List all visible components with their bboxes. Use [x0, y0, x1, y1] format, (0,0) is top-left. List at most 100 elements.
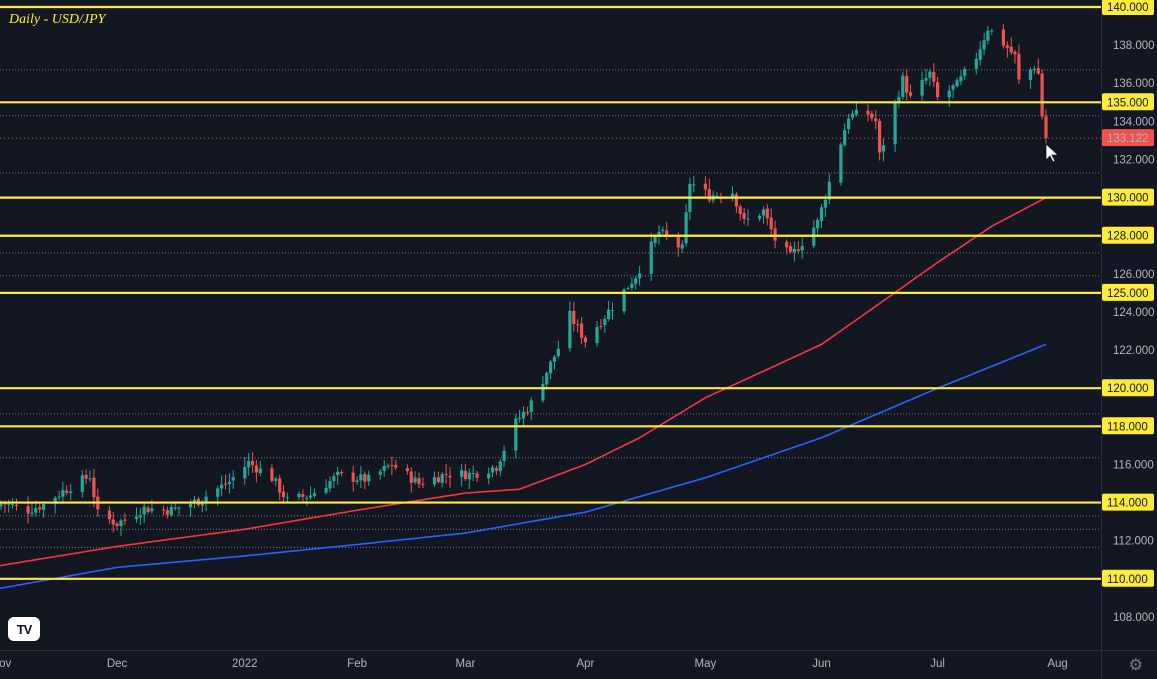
candle-body — [467, 472, 471, 480]
candle — [363, 471, 367, 490]
candle-body — [680, 244, 684, 249]
candle — [220, 475, 224, 496]
time-tick-label: 2022 — [232, 658, 258, 670]
candle — [432, 471, 437, 487]
candle-body — [115, 523, 119, 526]
candle — [204, 490, 208, 512]
candle — [630, 276, 634, 291]
candle — [53, 495, 57, 514]
last-price-label: 133.122 — [1107, 133, 1149, 145]
candle — [421, 477, 425, 489]
candle-body — [309, 495, 313, 498]
candle-body — [920, 79, 924, 96]
candle — [359, 466, 363, 488]
candle — [974, 52, 978, 75]
candle-body — [165, 510, 169, 515]
candle-body — [734, 194, 738, 207]
candle — [1036, 58, 1040, 76]
candle — [901, 71, 905, 100]
candle-body — [65, 490, 69, 493]
candle-body — [730, 193, 735, 199]
candle-body — [607, 309, 611, 319]
candle-body — [583, 337, 587, 343]
candle-body — [340, 472, 344, 474]
candle — [893, 99, 897, 153]
candle — [580, 317, 584, 345]
candle-body — [285, 497, 289, 499]
candle — [847, 113, 851, 134]
candle-body — [11, 504, 15, 506]
candle-body — [460, 470, 464, 477]
level-price-label-bg — [1102, 93, 1154, 111]
candle-body — [34, 508, 38, 513]
candle — [765, 204, 769, 226]
candle — [730, 186, 735, 202]
level-price-label: 118.000 — [1107, 421, 1148, 433]
candle-body — [189, 503, 193, 508]
level-price-label: 135.000 — [1107, 97, 1149, 109]
candle — [545, 371, 549, 390]
candle-body — [30, 512, 34, 514]
candle — [928, 69, 932, 87]
candle — [529, 397, 533, 420]
candle-body — [312, 493, 317, 496]
time-tick-label: Mar — [455, 658, 475, 670]
candle-body — [541, 383, 545, 401]
candle-body — [792, 248, 796, 253]
candle — [61, 482, 65, 504]
last-price-label-bg — [1102, 129, 1154, 147]
candle-body — [572, 311, 576, 324]
candle-body — [626, 288, 630, 290]
candle — [959, 70, 963, 86]
candle-body — [1032, 69, 1036, 70]
candle-body — [878, 120, 882, 153]
candle-body — [758, 215, 762, 219]
candle — [490, 465, 495, 478]
level-price-label: 140.000 — [1107, 2, 1149, 14]
candle — [746, 209, 750, 226]
candle-body — [177, 507, 181, 509]
support-resistance-levels — [0, 5, 1101, 580]
chart-title: Daily - USD/JPY — [9, 12, 106, 27]
level-price-label: 114.000 — [1107, 498, 1148, 510]
candle-body — [874, 118, 878, 122]
candle-body — [270, 468, 274, 481]
candle-body — [254, 465, 258, 473]
candle — [758, 213, 762, 222]
candle — [866, 104, 870, 122]
candle — [65, 485, 69, 496]
candle-body — [328, 480, 332, 489]
candle — [80, 470, 84, 498]
candle — [467, 468, 471, 489]
level-price-label: 125.000 — [1107, 288, 1149, 300]
candle-body — [336, 471, 340, 476]
candle-body — [653, 237, 657, 243]
candle-body — [421, 483, 425, 485]
candle-body — [908, 92, 913, 96]
tradingview-logo[interactable]: TV — [8, 617, 40, 641]
candle — [610, 302, 615, 320]
candle-body — [746, 218, 750, 220]
candle — [382, 460, 386, 477]
candle — [405, 464, 409, 475]
candle — [1005, 41, 1009, 58]
candle-body — [924, 78, 928, 81]
candle-body — [146, 507, 150, 513]
candle-body — [963, 69, 967, 76]
candle — [107, 506, 111, 524]
candle — [738, 204, 742, 221]
candle-body — [436, 477, 440, 482]
candle-body — [123, 519, 127, 521]
candle-body — [386, 465, 390, 467]
candle — [854, 101, 858, 117]
candle-body — [661, 229, 665, 231]
candle-body — [134, 516, 139, 519]
candle-body — [676, 236, 680, 248]
level-price-label-bg — [1102, 493, 1154, 511]
gear-icon[interactable]: ⚙ — [1128, 655, 1143, 674]
candle-body — [521, 411, 526, 419]
candle-body — [684, 212, 688, 244]
time-tick-label: Jun — [812, 658, 831, 670]
candle-body — [580, 323, 584, 338]
